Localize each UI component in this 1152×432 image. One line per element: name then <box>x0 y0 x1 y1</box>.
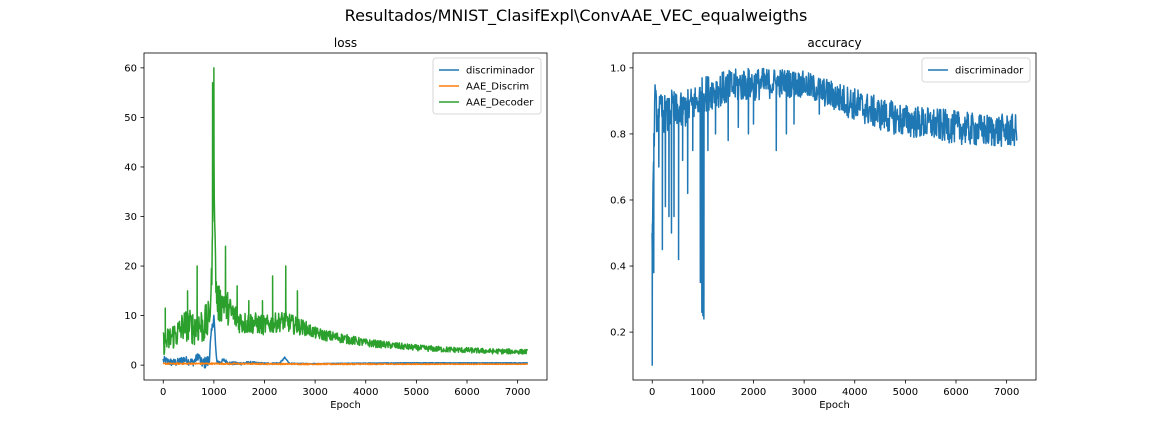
accuracy-axes-frame <box>632 52 1037 381</box>
loss-xtick-label: 4000 <box>353 387 378 398</box>
accuracy-legend-label: discriminador <box>955 66 1024 77</box>
accuracy-xtick-label: 0 <box>649 387 655 398</box>
loss-xlabel: Epoch <box>330 400 361 411</box>
accuracy-xtick-label: 7000 <box>994 387 1019 398</box>
loss-legend-box <box>432 57 542 115</box>
accuracy-ytick-label: 0.4 <box>610 262 626 273</box>
accuracy-xtick-label: 5000 <box>893 387 918 398</box>
accuracy-ytick-label: 0.6 <box>610 195 626 206</box>
loss-xtick-label: 1000 <box>201 387 226 398</box>
accuracy-ytick-label: 0.8 <box>610 129 626 140</box>
accuracy-xtick-label: 2000 <box>741 387 766 398</box>
loss-chart: 0 1000 2000 3000 4000 5000 6000 7000 0 10 20 30 40 50… <box>124 36 548 411</box>
loss-ytick-label: 20 <box>124 262 137 273</box>
loss-xtick-label: 5000 <box>404 387 429 398</box>
accuracy-ytick-label: 0.2 <box>610 328 626 339</box>
loss-legend: discriminador AAE_Discrim AAE_Decoder <box>432 57 542 115</box>
loss-ytick-label: 40 <box>124 162 137 173</box>
accuracy-xtick-label: 4000 <box>842 387 867 398</box>
loss-ytick-label: 10 <box>124 311 137 322</box>
loss-ytick-label: 60 <box>124 63 137 74</box>
accuracy-xtick-label: 6000 <box>943 387 968 398</box>
loss-series-aae-decoder <box>162 67 529 356</box>
accuracy-legend-box <box>921 57 1031 83</box>
loss-series-discriminador <box>162 314 529 369</box>
loss-xtick-label: 7000 <box>505 387 530 398</box>
loss-ytick-label: 30 <box>124 212 137 223</box>
accuracy-xtick-label: 3000 <box>791 387 816 398</box>
loss-legend-label: AAE_Decoder <box>466 98 534 109</box>
loss-legend-label: AAE_Discrim <box>466 82 529 93</box>
loss-title: loss <box>334 36 357 50</box>
loss-ytick-label: 0 <box>131 361 137 372</box>
loss-xtick-label: 3000 <box>302 387 327 398</box>
loss-xtick-label: 2000 <box>252 387 277 398</box>
loss-ytick-label: 50 <box>124 113 137 124</box>
accuracy-series-discriminador <box>651 67 1018 366</box>
loss-series-aae-discrim <box>162 362 529 366</box>
loss-legend-label: discriminador <box>466 66 535 77</box>
loss-xtick-label: 0 <box>160 387 166 398</box>
loss-xtick-label: 6000 <box>454 387 479 398</box>
accuracy-xlabel: Epoch <box>819 400 850 411</box>
accuracy-legend: discriminador <box>921 57 1031 83</box>
figure-suptitle: Resultados/MNIST_ClasifExpl\ConvAAE_VEC_… <box>345 6 808 26</box>
accuracy-xtick-label: 1000 <box>690 387 715 398</box>
accuracy-title: accuracy <box>807 36 861 50</box>
accuracy-chart: 0 1000 2000 3000 4000 5000 6000 7000 0.2 0.4 0.6 0.… <box>610 36 1037 411</box>
accuracy-ytick-label: 1.0 <box>610 63 626 74</box>
